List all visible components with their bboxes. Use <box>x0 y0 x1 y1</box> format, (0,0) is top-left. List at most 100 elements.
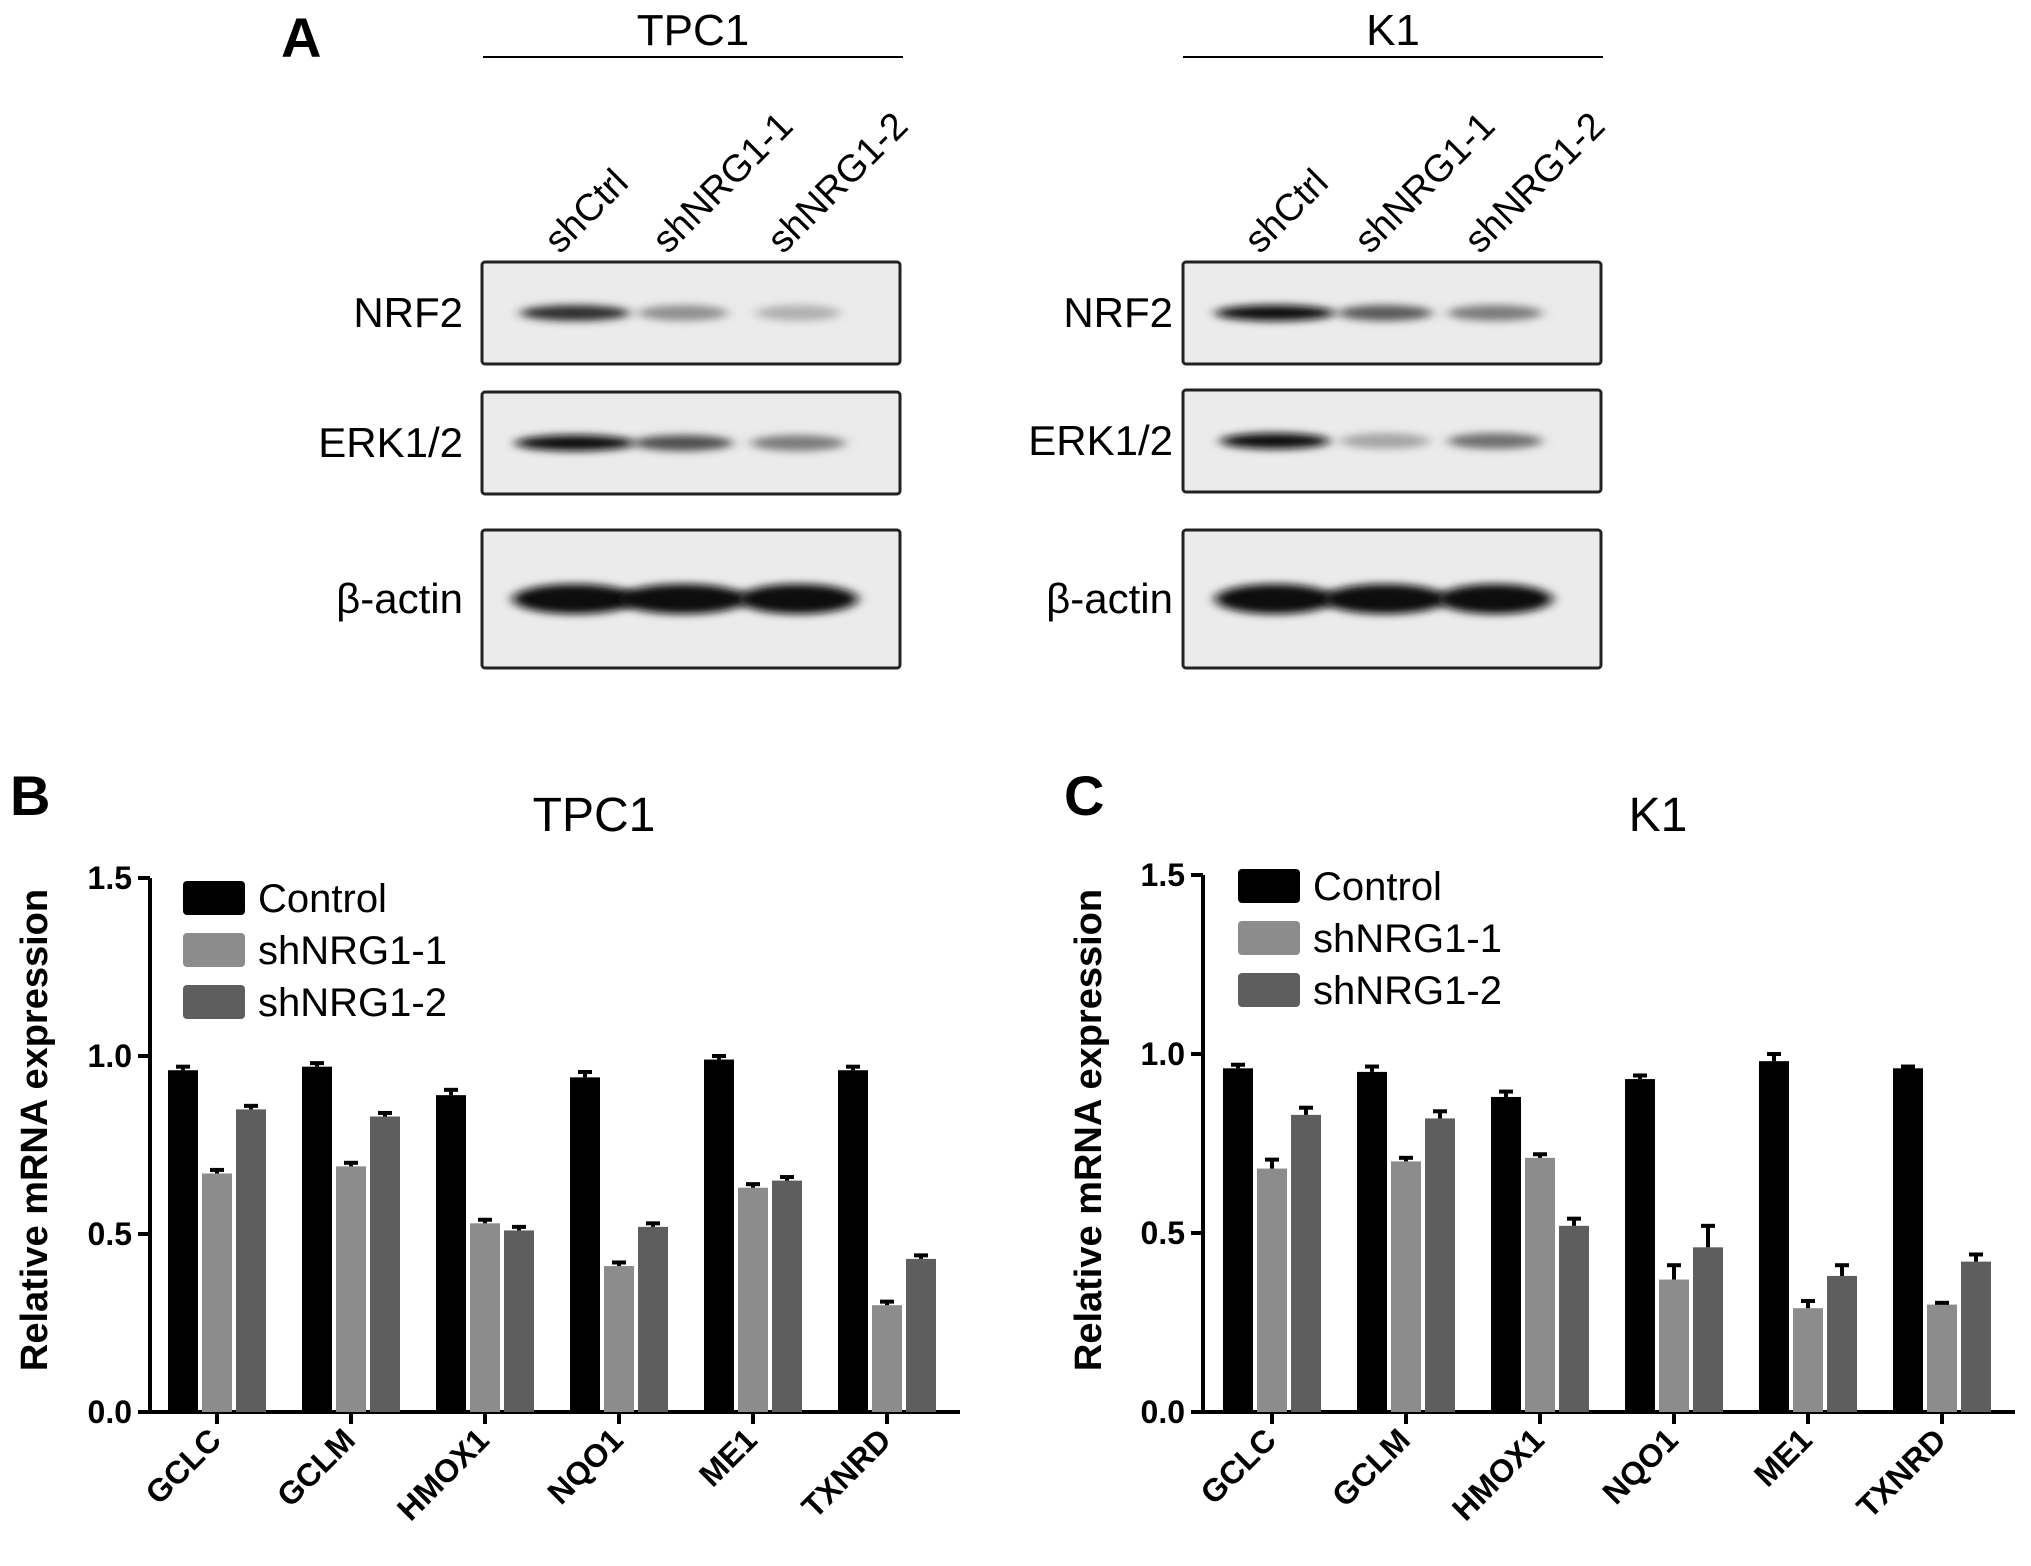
bar-shnrg1-1 <box>202 1173 232 1412</box>
bar-control <box>302 1066 332 1412</box>
bar-shnrg1-1 <box>1525 1157 1555 1412</box>
lane-label: shCtrl <box>537 161 637 261</box>
bar-shnrg1-1 <box>1793 1308 1823 1412</box>
bar-shnrg1-1 <box>1659 1279 1689 1412</box>
bar-shnrg1-2 <box>1425 1118 1455 1412</box>
panel-label-a: A <box>281 6 321 69</box>
blot-band <box>1340 433 1430 449</box>
bar-chart-tpc1: B TPC1 Relative mRNA expression 0.0 0.5 1.… <box>10 764 960 1527</box>
protein-label: ERK1/2 <box>1028 417 1173 464</box>
bar-shnrg1-1 <box>1391 1161 1421 1412</box>
bar-shnrg1-2 <box>236 1109 266 1412</box>
x-tick-label: NQO1 <box>540 1421 630 1511</box>
blot-band <box>618 584 748 614</box>
blot-band <box>1447 433 1543 449</box>
panel-label-c: C <box>1064 764 1104 827</box>
legend-swatch <box>183 881 245 915</box>
legend: Control shNRG1-1 shNRG1-2 <box>183 877 447 1025</box>
x-tick-label: GCLC <box>1193 1421 1283 1511</box>
blot-band <box>1215 305 1335 321</box>
bar-shnrg1-1 <box>1927 1304 1957 1412</box>
bar-shnrg1-2 <box>1961 1261 1991 1412</box>
legend-label: Control <box>1313 865 1442 909</box>
blot-band <box>638 305 728 321</box>
x-tick-label: NQO1 <box>1595 1421 1685 1511</box>
legend-label: shNRG1-1 <box>258 929 447 973</box>
bar-shnrg1-2 <box>638 1226 668 1412</box>
x-tick-label: GCLM <box>270 1421 362 1513</box>
chart-title: TPC1 <box>533 789 656 842</box>
bar-shnrg1-2 <box>504 1230 534 1412</box>
bar-shnrg1-2 <box>1693 1247 1723 1412</box>
protein-label: β-actin <box>1046 575 1173 622</box>
bar-control <box>570 1077 600 1412</box>
bar-control <box>704 1059 734 1412</box>
y-tick-label: 0.0 <box>88 1394 132 1430</box>
bar-shnrg1-1 <box>604 1266 634 1412</box>
blot-band <box>1337 305 1433 321</box>
blot-band <box>512 584 638 614</box>
blot-band <box>515 435 635 451</box>
x-tick-label: GCLM <box>1325 1421 1417 1513</box>
bar-shnrg1-2 <box>1291 1114 1321 1412</box>
x-tick-label: HMOX1 <box>1445 1421 1551 1527</box>
blot-band <box>1215 584 1335 614</box>
bar-shnrg1-2 <box>906 1258 936 1412</box>
bar-control <box>1491 1096 1521 1412</box>
bar-shnrg1-2 <box>370 1116 400 1412</box>
y-tick-label: 0.0 <box>1141 1394 1185 1430</box>
protein-label: NRF2 <box>1063 289 1173 336</box>
legend-swatch <box>1238 869 1300 903</box>
bar-shnrg1-1 <box>336 1166 366 1412</box>
cell-line-title: K1 <box>1366 6 1420 55</box>
cell-line-title: TPC1 <box>637 6 749 55</box>
y-tick-label: 1.5 <box>88 860 132 896</box>
y-tick-label: 1.0 <box>1141 1036 1185 1072</box>
blot-band <box>1220 433 1330 449</box>
blot-band <box>1447 305 1543 321</box>
bar-control <box>838 1070 868 1412</box>
x-tick-label: ME1 <box>1747 1421 1819 1493</box>
bar-chart-k1: C K1 Relative mRNA expression 0.0 0.5 1.0 1… <box>1064 764 2015 1527</box>
blot-band <box>1322 584 1448 614</box>
y-tick-label: 0.5 <box>1141 1215 1185 1251</box>
legend-label: shNRG1-2 <box>258 981 447 1025</box>
bar-shnrg1-1 <box>872 1305 902 1412</box>
legend-swatch <box>183 933 245 967</box>
panel-label-b: B <box>10 764 50 827</box>
blot-band <box>520 305 630 321</box>
x-tick-label: TXNRD <box>1850 1421 1953 1524</box>
protein-label: ERK1/2 <box>318 419 463 466</box>
blot-band <box>633 435 733 451</box>
legend-label: shNRG1-1 <box>1313 917 1502 961</box>
lane-label: shCtrl <box>1237 161 1337 261</box>
bars <box>168 1054 936 1412</box>
blot-band <box>750 435 846 451</box>
bar-shnrg1-1 <box>1257 1168 1287 1412</box>
blot-band <box>1437 584 1553 614</box>
bar-control <box>1625 1079 1655 1412</box>
bar-control <box>1759 1061 1789 1412</box>
legend: Control shNRG1-1 shNRG1-2 <box>1238 865 1502 1013</box>
x-tick-label: HMOX1 <box>390 1421 496 1527</box>
bar-control <box>168 1070 198 1412</box>
x-tick-label: ME1 <box>692 1421 764 1493</box>
bar-shnrg1-1 <box>738 1187 768 1412</box>
chart-title: K1 <box>1629 789 1688 842</box>
y-tick-label: 0.5 <box>88 1216 132 1252</box>
y-tick-label: 1.0 <box>88 1038 132 1074</box>
legend-swatch <box>1238 973 1300 1007</box>
bar-shnrg1-1 <box>470 1223 500 1412</box>
y-axis-label: Relative mRNA expression <box>14 889 56 1371</box>
legend-label: shNRG1-2 <box>1313 969 1502 1013</box>
protein-label: β-actin <box>336 575 463 622</box>
bar-control <box>1893 1068 1923 1412</box>
bar-control <box>1223 1068 1253 1412</box>
blot-band <box>738 584 858 614</box>
bar-control <box>1357 1071 1387 1412</box>
bar-shnrg1-2 <box>1559 1225 1589 1412</box>
